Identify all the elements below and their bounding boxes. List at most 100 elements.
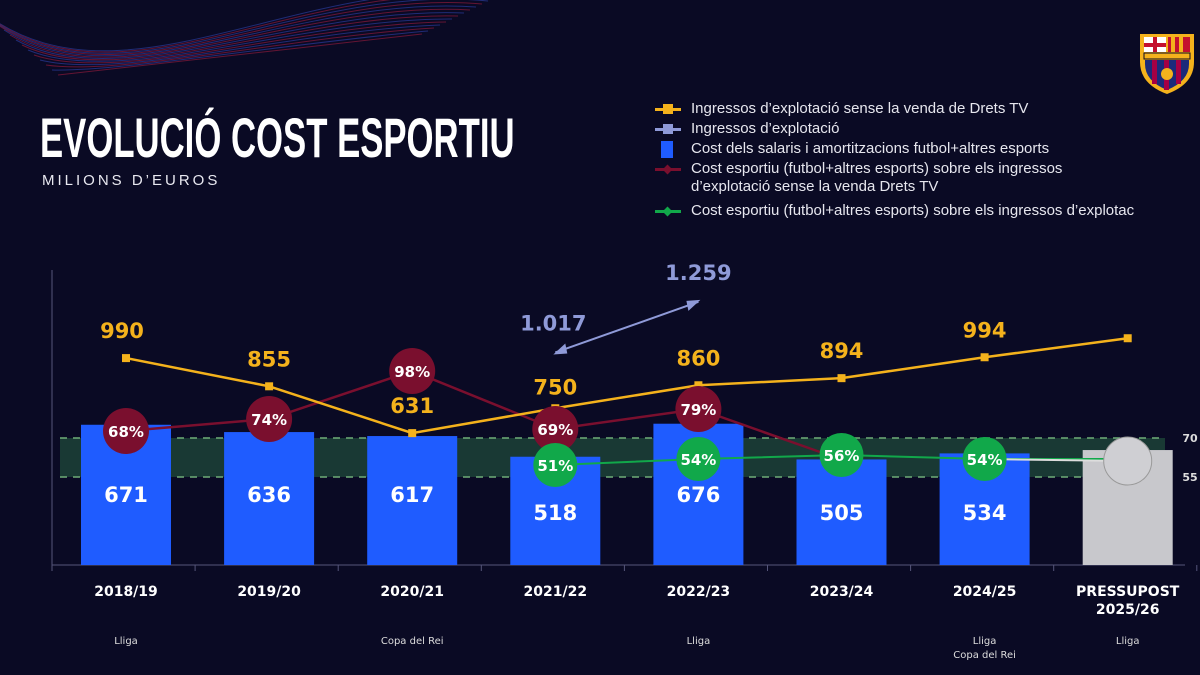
decorative-line bbox=[3, 5, 477, 57]
income-no-tv-line bbox=[125, 336, 1128, 435]
bar-value-label: 518 bbox=[533, 501, 577, 525]
legend-item-income: Ingressos d’explotació bbox=[655, 120, 1134, 138]
pct-income-marker bbox=[676, 437, 721, 481]
legend-item-pct-income: Cost esportiu (futbol+altres esports) so… bbox=[655, 202, 1134, 220]
income-no-tv-marker bbox=[1123, 334, 1132, 343]
x-tick-label: 2020/21 bbox=[380, 584, 444, 600]
income-no-tv-marker bbox=[980, 353, 989, 362]
budget-pct-marker bbox=[1103, 436, 1153, 486]
decorative-line bbox=[21, 15, 459, 61]
pct-no-tv-label: 74% bbox=[251, 411, 287, 429]
x-tick-label: 2019/20 bbox=[237, 584, 301, 600]
legend-yellow-line-icon bbox=[655, 100, 681, 118]
pct-no-tv-marker bbox=[389, 348, 436, 394]
decorative-line bbox=[27, 18, 453, 62]
pct-no-tv-label: 69% bbox=[537, 421, 573, 439]
chart-legend: Ingressos d’explotació sense la venda de… bbox=[655, 100, 1134, 222]
x-tick-label: 2024/25 bbox=[953, 584, 1017, 600]
income-no-tv-label: 990 bbox=[100, 319, 144, 343]
income-no-tv-marker bbox=[122, 354, 130, 363]
pct-no-tv-label: 79% bbox=[680, 401, 716, 419]
category-note: Lliga bbox=[973, 636, 997, 647]
income-label: 1.259 bbox=[665, 261, 731, 285]
pct-no-tv-label: 68% bbox=[108, 423, 144, 441]
legend-blue-bar-icon bbox=[655, 140, 681, 158]
bar-value-label: 505 bbox=[820, 501, 864, 525]
bar-value-label: 534 bbox=[963, 501, 1007, 525]
category-note: Copa del Rei bbox=[381, 636, 444, 647]
income-arrow-start bbox=[553, 343, 568, 355]
x-tick-label: 2022/23 bbox=[667, 584, 731, 600]
x-tick-label: PRESSUPOST bbox=[1076, 584, 1180, 600]
legend-label: Ingressos d’explotació sense la venda de… bbox=[691, 100, 1029, 117]
decorative-line bbox=[9, 8, 471, 58]
x-tick-label: 2023/24 bbox=[810, 584, 874, 600]
legend-label: Cost esportiu (futbol+altres esports) so… bbox=[691, 160, 1063, 177]
page-title: EVOLUCIÓ COST ESPORTIU bbox=[40, 106, 515, 169]
decorative-line bbox=[51, 30, 429, 71]
pct-income-marker bbox=[533, 443, 578, 487]
fcb-crest-logo bbox=[1140, 34, 1194, 94]
legend-item-cost-bars: Cost dels salaris i amortitzacions futbo… bbox=[655, 140, 1134, 158]
pct-income-label: 51% bbox=[537, 457, 573, 475]
decorative-line bbox=[0, 0, 371, 52]
cost-bar bbox=[224, 432, 315, 565]
bar-value-label: 636 bbox=[247, 483, 291, 507]
pct-no-tv-marker bbox=[675, 386, 722, 432]
legend-maroon-line-icon bbox=[655, 160, 681, 178]
decorative-line bbox=[0, 0, 489, 54]
income-no-tv-label: 750 bbox=[533, 375, 577, 399]
decorative-line bbox=[0, 2, 483, 55]
income-line bbox=[554, 300, 699, 354]
category-note: Lliga bbox=[687, 636, 711, 647]
income-label: 1.017 bbox=[520, 311, 586, 335]
income-arrow-end bbox=[686, 299, 701, 311]
band-label-min: 55 bbox=[1182, 471, 1197, 484]
legend-item-income-no-tv: Ingressos d’explotació sense la venda de… bbox=[655, 100, 1134, 118]
category-note: Lliga bbox=[1116, 636, 1140, 647]
pct-income-label: 54% bbox=[680, 451, 716, 469]
x-tick-label: 2018/19 bbox=[94, 584, 158, 600]
bar-value-label: 676 bbox=[676, 483, 720, 507]
decorative-line bbox=[45, 27, 435, 68]
income-no-tv-marker bbox=[408, 429, 417, 438]
decorative-line bbox=[33, 21, 447, 64]
decorative-line bbox=[0, 0, 392, 53]
cost-bar bbox=[367, 436, 458, 565]
legend-label: Cost dels salaris i amortitzacions futbo… bbox=[691, 140, 1050, 157]
income-no-tv-label: 994 bbox=[963, 318, 1007, 342]
page-subtitle: MILIONS D’EUROS bbox=[42, 172, 221, 189]
income-no-tv-label: 860 bbox=[676, 346, 720, 370]
income-no-tv-label: 855 bbox=[247, 347, 291, 371]
pct-income-label: 54% bbox=[967, 451, 1003, 469]
decorative-lines bbox=[0, 0, 489, 76]
legend-lavender-line-icon bbox=[655, 120, 681, 138]
income-no-tv-label: 894 bbox=[820, 339, 864, 363]
pct-no-tv-label: 98% bbox=[394, 363, 430, 381]
category-note: Lliga bbox=[114, 636, 138, 647]
pct-income-marker bbox=[962, 437, 1007, 481]
x-tick-label: 2021/22 bbox=[524, 584, 588, 600]
pct-income-label: 56% bbox=[824, 447, 860, 465]
band-label-max: 70 bbox=[1182, 432, 1198, 445]
cost-bar bbox=[796, 459, 887, 565]
legend-label: Cost esportiu (futbol+altres esports) so… bbox=[691, 202, 1135, 219]
income-no-tv-marker bbox=[837, 374, 846, 383]
income-no-tv-marker bbox=[694, 381, 703, 390]
income-no-tv-marker bbox=[265, 382, 274, 391]
pct-income-marker bbox=[819, 433, 864, 477]
category-note: Copa del Rei bbox=[953, 650, 1016, 661]
pct-no-tv-marker bbox=[246, 396, 293, 442]
x-tick-label: 2025/26 bbox=[1096, 602, 1160, 618]
bar-value-label: 671 bbox=[104, 483, 148, 507]
pct-no-tv-marker bbox=[532, 406, 579, 452]
legend-green-line-icon bbox=[655, 202, 681, 220]
decorative-line bbox=[15, 12, 465, 59]
legend-item-pct-no-tv: Cost esportiu (futbol+altres esports) so… bbox=[655, 160, 1134, 196]
income-no-tv-label: 631 bbox=[390, 394, 434, 418]
pct-no-tv-marker bbox=[103, 408, 149, 454]
decorative-line bbox=[57, 33, 423, 76]
legend-label-line2: d’explotació sense la venda Drets TV bbox=[691, 178, 939, 195]
bar-value-label: 617 bbox=[390, 483, 434, 507]
